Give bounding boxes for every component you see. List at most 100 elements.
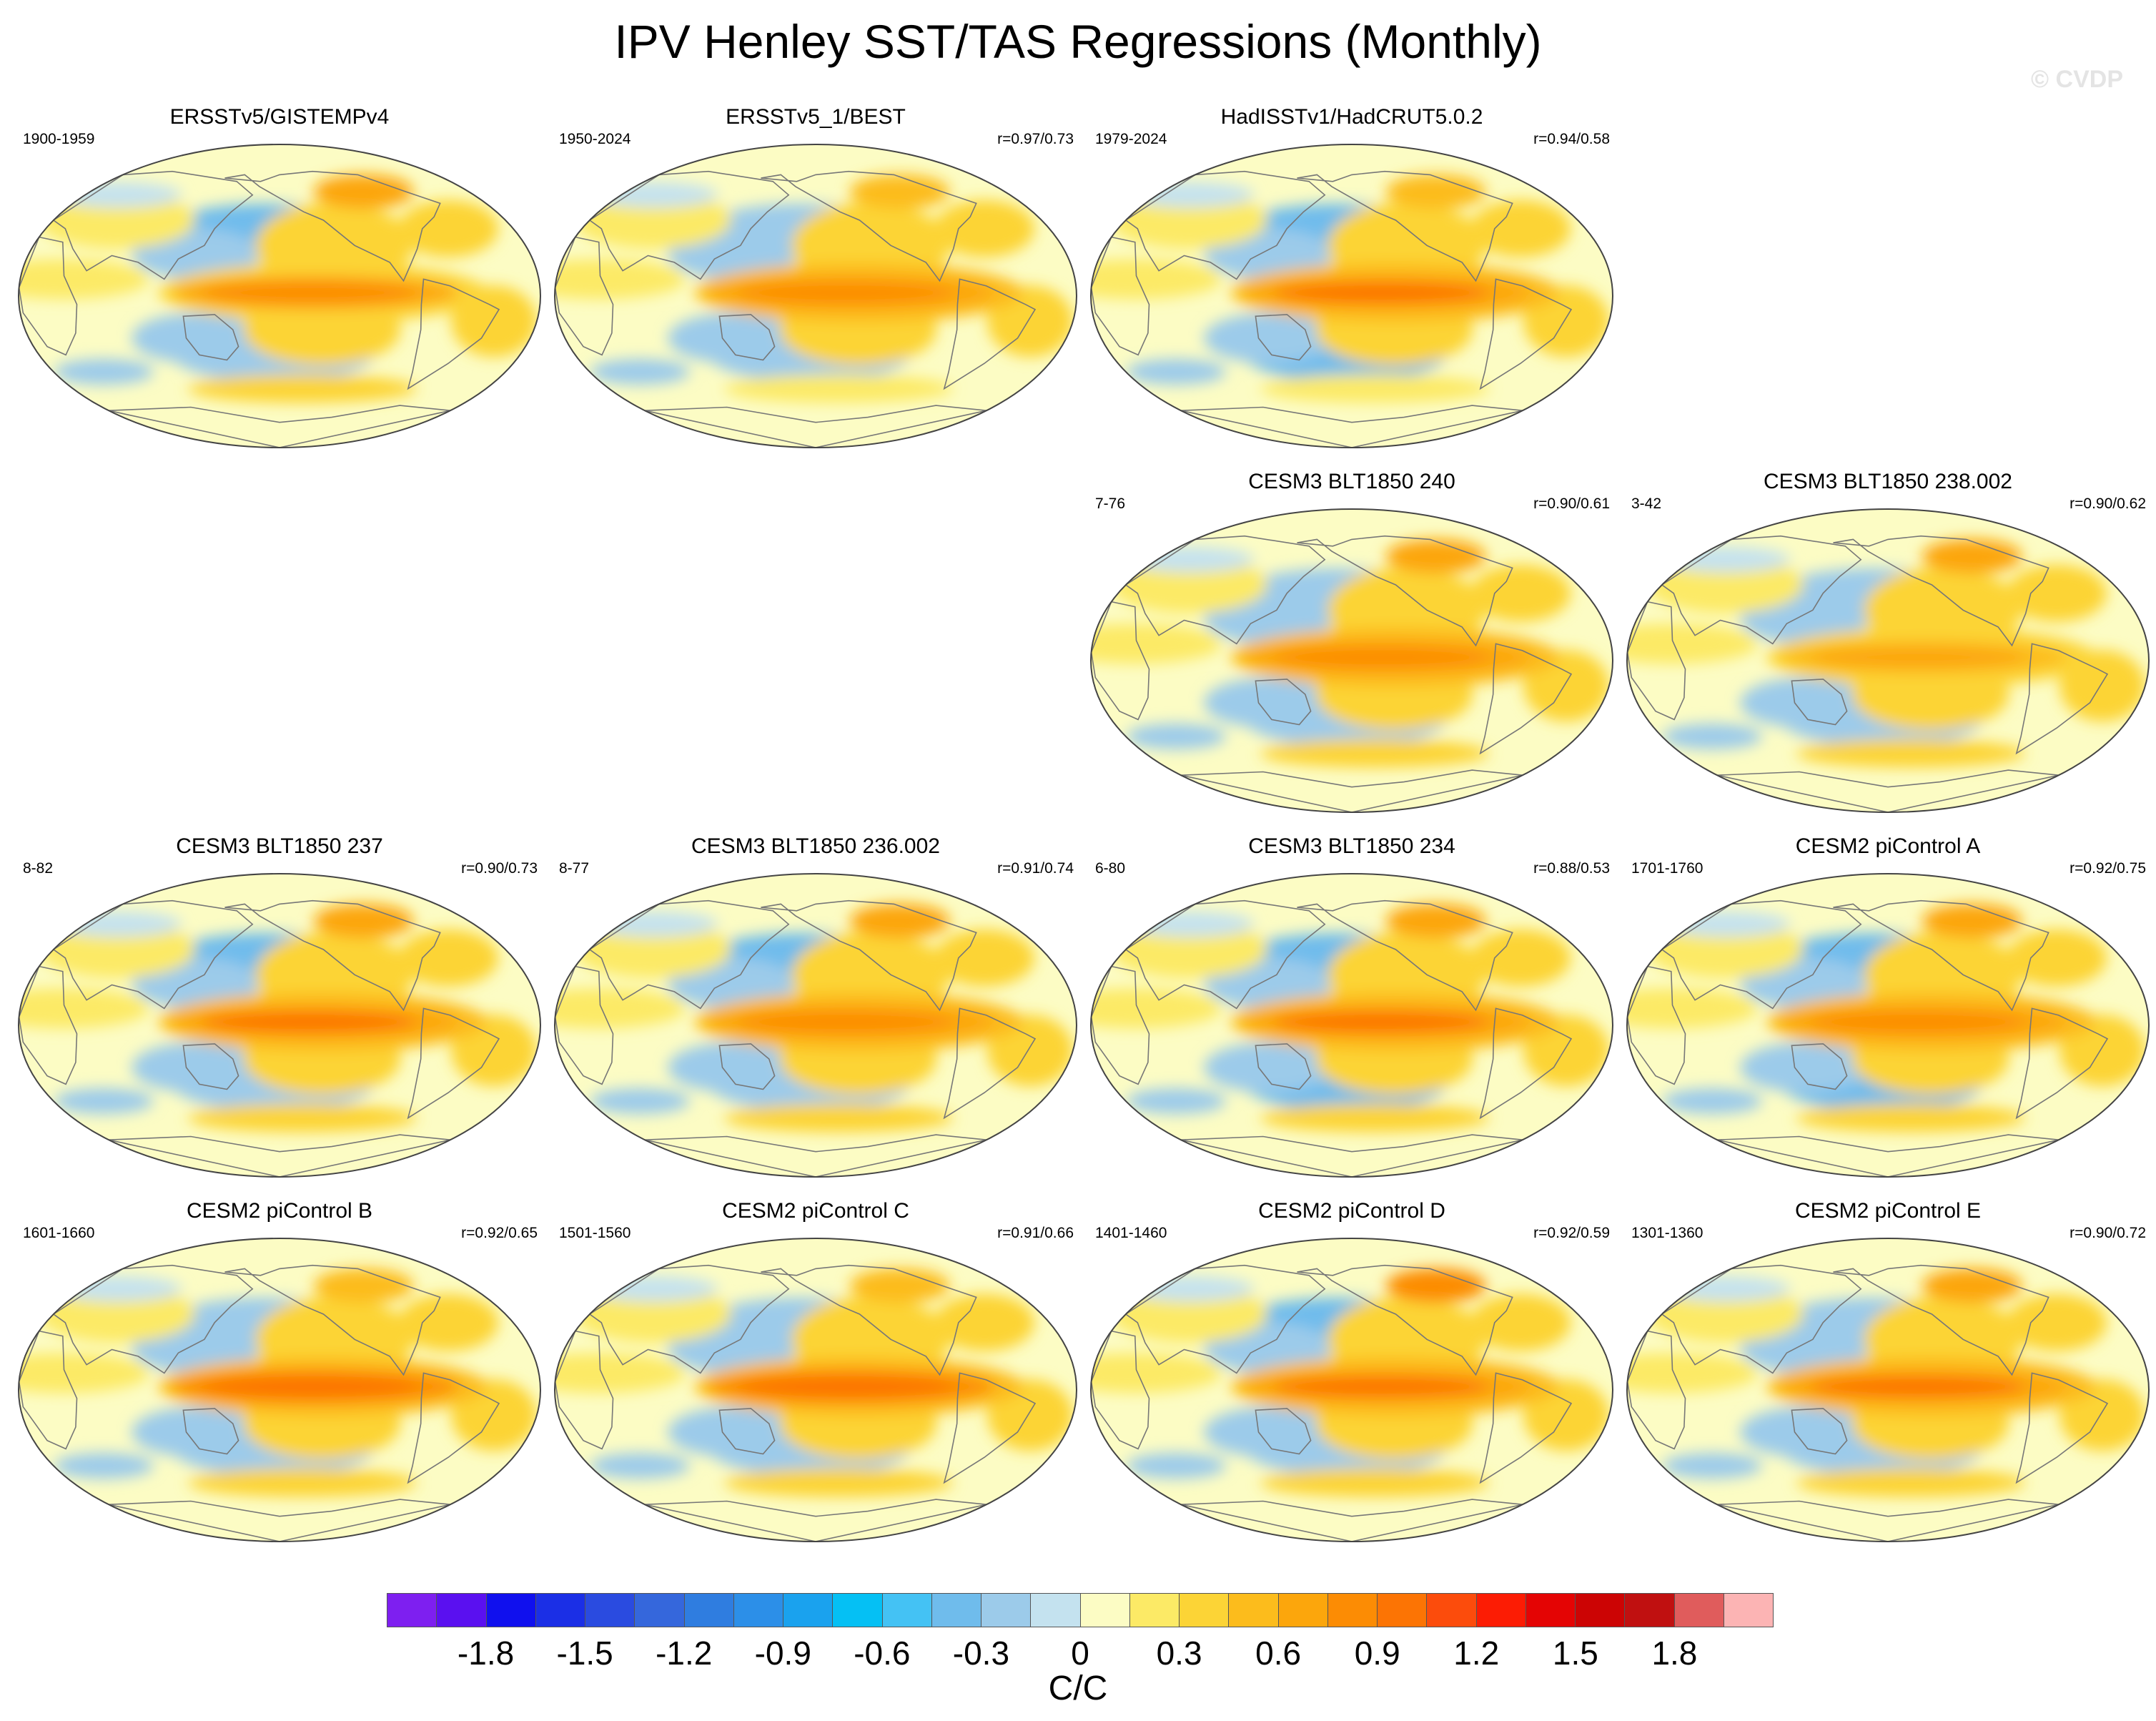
map-panel: CESM3 BLT1850 236.002 8-77 r=0.91/0.74 bbox=[548, 834, 1084, 1184]
robinson-map bbox=[1626, 873, 2150, 1178]
south-america-outline bbox=[943, 1007, 1037, 1120]
colorbar-tick-label: 0.6 bbox=[1255, 1634, 1302, 1672]
regression-field bbox=[555, 1238, 1077, 1542]
africa-outline bbox=[1091, 236, 1150, 356]
warm-southern-ocean bbox=[188, 374, 417, 403]
eurasia-land bbox=[573, 921, 731, 978]
north-america-outline bbox=[1297, 899, 1513, 1012]
south-america-outline bbox=[1479, 278, 1573, 390]
cold-southwest-pacific bbox=[668, 312, 797, 363]
warm-southern-ocean bbox=[1796, 739, 2026, 768]
south-america-outline bbox=[1479, 643, 1573, 755]
colorbar-tick-label: -0.3 bbox=[952, 1634, 1010, 1672]
panel-period: 3-42 bbox=[1631, 495, 1662, 512]
cold-southwest-pacific bbox=[1204, 1406, 1333, 1457]
map-panel: CESM3 BLT1850 234 6-80 r=0.88/0.53 bbox=[1084, 834, 1620, 1184]
eurasia-land bbox=[37, 1286, 195, 1343]
alaska-warming bbox=[1385, 538, 1486, 573]
colorbar-swatch bbox=[1129, 1594, 1180, 1627]
north-america-outline bbox=[761, 899, 977, 1012]
colorbar-swatch bbox=[733, 1594, 783, 1627]
antarctica-outline bbox=[1180, 1499, 1523, 1542]
eurasia-outline bbox=[1124, 899, 1326, 1010]
warm-southern-ocean bbox=[188, 1468, 417, 1497]
colorbar-swatch bbox=[882, 1594, 932, 1627]
africa-outline bbox=[19, 1330, 78, 1450]
africa-outline bbox=[19, 236, 78, 356]
panel-title: CESM3 BLT1850 240 bbox=[1248, 470, 1455, 493]
panel-title: CESM2 piControl B bbox=[186, 1199, 373, 1223]
map-panel: HadISSTv1/HadCRUT5.0.2 1979-2024 r=0.94/0.… bbox=[1084, 104, 1620, 455]
panel-period: 1501-1560 bbox=[559, 1225, 631, 1241]
warm-southern-ocean bbox=[724, 1468, 954, 1497]
panel-title: HadISSTv1/HadCRUT5.0.2 bbox=[1220, 105, 1483, 129]
australia-outline bbox=[1791, 1408, 1848, 1455]
panel-title: CESM3 BLT1850 236.002 bbox=[691, 834, 940, 858]
africa-outline bbox=[555, 1330, 614, 1450]
colorbar-swatch bbox=[1427, 1594, 1477, 1627]
panel-title: CESM2 piControl D bbox=[1258, 1199, 1445, 1223]
alaska-warming bbox=[1385, 1268, 1486, 1303]
robinson-map bbox=[18, 1238, 541, 1542]
robinson-map bbox=[1090, 508, 1613, 813]
warm-southern-ocean bbox=[724, 1103, 954, 1133]
eurasia-outline bbox=[1661, 899, 1862, 1010]
regression-field bbox=[1627, 1238, 2149, 1542]
cold-south-indian bbox=[1662, 1453, 1763, 1479]
cold-southwest-pacific bbox=[668, 1042, 797, 1093]
antarctica-outline bbox=[1716, 1134, 2059, 1177]
cold-south-indian bbox=[590, 1453, 691, 1479]
cold-southwest-pacific bbox=[1740, 1406, 1869, 1457]
map-panel: CESM2 piControl E 1301-1360 r=0.90/0.72 bbox=[1620, 1198, 2156, 1549]
eurasia-outline bbox=[1124, 170, 1326, 280]
warm-north-atlantic bbox=[934, 929, 1035, 987]
africa-outline bbox=[555, 965, 614, 1085]
warm-north-atlantic bbox=[2007, 1293, 2107, 1351]
eurasia-land bbox=[573, 1286, 731, 1343]
robinson-map bbox=[18, 873, 541, 1178]
robinson-map bbox=[1090, 873, 1613, 1178]
map-border bbox=[1626, 873, 2150, 1178]
panel-pattern-correlation: r=0.91/0.66 bbox=[997, 1225, 1074, 1241]
tropical-pacific-core bbox=[1273, 1376, 1488, 1397]
colorbar-tick-label: -1.2 bbox=[656, 1634, 713, 1672]
regression-field bbox=[1627, 874, 2149, 1177]
colorbar-swatch bbox=[931, 1594, 981, 1627]
cold-southwest-pacific bbox=[132, 312, 261, 363]
antarctica-outline bbox=[644, 1499, 987, 1542]
cold-south-indian bbox=[54, 359, 154, 385]
colorbar-tick-label: -1.5 bbox=[556, 1634, 613, 1672]
cold-south-indian bbox=[54, 1453, 154, 1479]
map-border bbox=[554, 144, 1077, 448]
alaska-warming bbox=[1385, 903, 1486, 938]
regression-field bbox=[555, 874, 1077, 1177]
alaska-warming bbox=[1922, 538, 2022, 573]
warm-north-atlantic bbox=[2007, 929, 2107, 987]
tropical-pacific-core bbox=[1809, 647, 2024, 668]
eurasia-land bbox=[573, 192, 731, 249]
africa-outline bbox=[1091, 1330, 1150, 1450]
australia-outline bbox=[1255, 1043, 1312, 1090]
panel-title: CESM3 BLT1850 238.002 bbox=[1763, 470, 2012, 493]
colorbar-swatch bbox=[1525, 1594, 1576, 1627]
robinson-map bbox=[1626, 508, 2150, 813]
colorbar-swatch bbox=[833, 1594, 883, 1627]
north-america-outline bbox=[761, 1264, 977, 1376]
eurasia-land bbox=[1109, 556, 1267, 613]
africa-outline bbox=[19, 965, 78, 1085]
robinson-map bbox=[554, 144, 1077, 448]
panel-title: ERSSTv5_1/BEST bbox=[726, 105, 906, 129]
antarctica-outline bbox=[1180, 405, 1523, 448]
colorbar-tick-label: 1.8 bbox=[1651, 1634, 1698, 1672]
panel-period: 1979-2024 bbox=[1095, 131, 1167, 147]
map-panel: CESM3 BLT1850 240 7-76 r=0.90/0.61 bbox=[1084, 469, 1620, 819]
africa-outline bbox=[1627, 601, 1686, 721]
warm-north-atlantic bbox=[398, 1293, 499, 1351]
eurasia-land bbox=[1109, 192, 1267, 249]
south-america-outline bbox=[407, 1372, 500, 1484]
warm-north-atlantic bbox=[398, 199, 499, 257]
colorbar-tick-label: -0.9 bbox=[754, 1634, 811, 1672]
eurasia-land bbox=[37, 192, 195, 249]
colorbar-tick-label: 0.3 bbox=[1156, 1634, 1202, 1672]
warm-southern-ocean bbox=[1796, 1468, 2026, 1497]
